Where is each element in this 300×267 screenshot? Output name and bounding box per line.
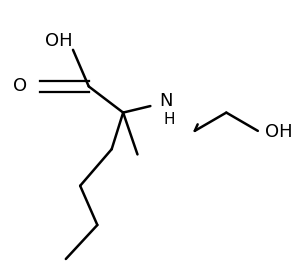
Text: N: N: [159, 92, 172, 110]
Text: H: H: [163, 112, 175, 127]
Text: OH: OH: [265, 123, 292, 141]
Text: O: O: [13, 77, 27, 95]
Text: OH: OH: [45, 32, 73, 50]
